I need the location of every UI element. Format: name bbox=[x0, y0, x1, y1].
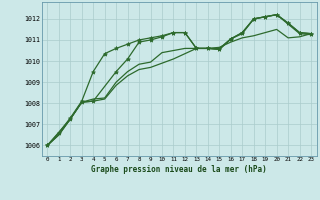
X-axis label: Graphe pression niveau de la mer (hPa): Graphe pression niveau de la mer (hPa) bbox=[91, 165, 267, 174]
